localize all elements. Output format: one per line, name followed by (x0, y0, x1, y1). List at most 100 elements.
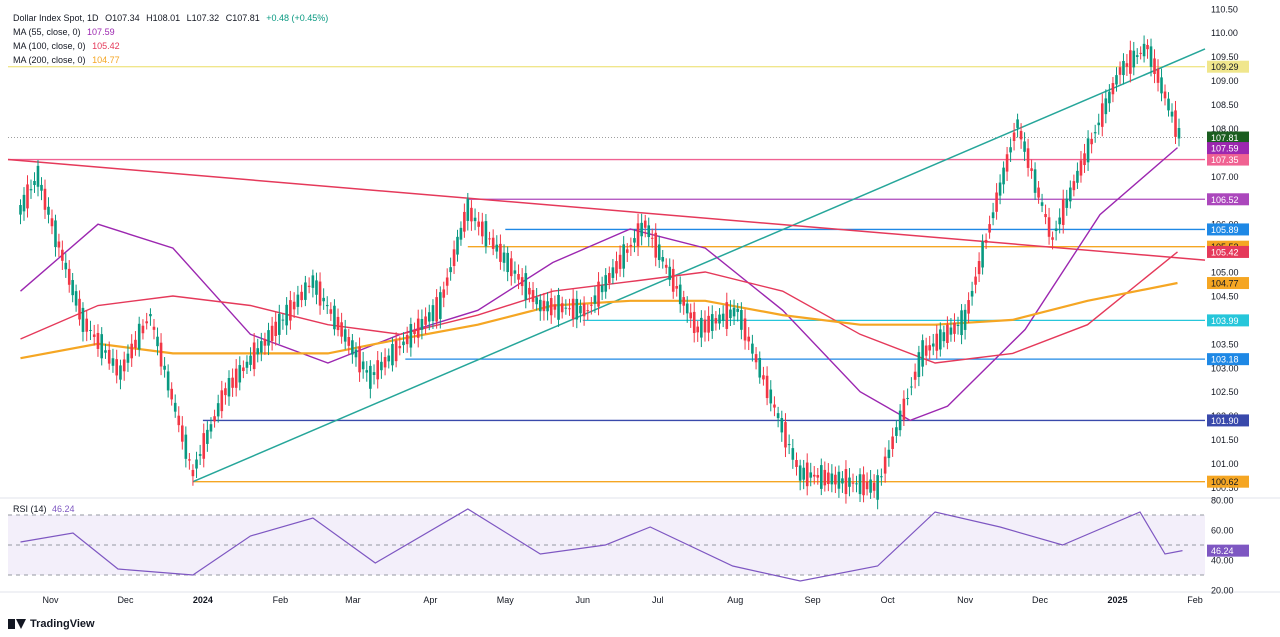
price-axis-tick: 103.50 (1211, 339, 1239, 349)
candle-body (100, 334, 104, 359)
candle-body (1139, 52, 1142, 54)
candle-body (224, 388, 227, 396)
candle-body (974, 276, 977, 285)
price-axis-tick: 107.00 (1211, 172, 1239, 182)
candle-body (40, 184, 43, 191)
candle-body (413, 329, 416, 335)
candle-body (1132, 50, 1136, 68)
candle-body (542, 300, 546, 312)
candle-body (420, 318, 424, 330)
level-price-tag: 101.90 (1211, 416, 1239, 426)
candle-body (289, 300, 292, 321)
candle-body (776, 413, 780, 419)
candle-body (991, 212, 995, 219)
candle-body (470, 207, 473, 222)
price-axis-tick: 103.00 (1211, 363, 1239, 373)
candle-body (906, 397, 909, 399)
candle-body (431, 305, 435, 322)
candle-body (608, 273, 611, 284)
candle-body (488, 238, 491, 240)
candle-body (946, 324, 949, 344)
candle-body (252, 342, 256, 370)
candle-body (773, 404, 776, 408)
candle-body (924, 345, 928, 356)
ma100-row: MA (100, close, 0) 105.42 (13, 39, 328, 53)
tradingview-logo[interactable]: TradingView (8, 618, 95, 630)
candle-body (564, 307, 568, 309)
candle-body (231, 377, 234, 388)
candle-body (1047, 217, 1051, 237)
price-axis-tick: 101.00 (1211, 459, 1239, 469)
candle-body (650, 237, 654, 239)
candle-body (442, 289, 446, 298)
price-axis-tick: 109.00 (1211, 76, 1239, 86)
candle-body (714, 318, 718, 324)
candle-body (1177, 127, 1181, 139)
level-price-tag-box (1207, 60, 1249, 73)
candle-body (700, 317, 703, 338)
candle-body (402, 341, 405, 346)
candle-body (318, 281, 322, 306)
candle-body (256, 348, 260, 355)
candle-body (1135, 55, 1139, 57)
candle-body (762, 375, 765, 380)
candle-body (126, 353, 130, 363)
candle-body (935, 333, 939, 351)
candle-body (1167, 98, 1170, 111)
candle-body (209, 424, 213, 432)
candle-body (1023, 141, 1026, 152)
level-price-tag: 106.52 (1211, 195, 1239, 205)
rsi-axis-tick: 20.00 (1211, 586, 1234, 596)
candle-body (107, 349, 111, 364)
candle-body (277, 313, 281, 335)
rsi-axis-tick: 60.00 (1211, 526, 1234, 536)
indicator-price-tag: 105.42 (1211, 247, 1239, 257)
candle-body (163, 365, 166, 370)
candle-body (1065, 198, 1069, 208)
candle-body (1086, 138, 1090, 163)
candle-body (456, 236, 459, 255)
candle-body (949, 327, 953, 335)
candle-body (502, 252, 506, 263)
candle-body (509, 258, 513, 277)
candle-body (1146, 44, 1149, 50)
candle-body (119, 365, 122, 380)
candle-body (887, 449, 891, 459)
candle-body (1044, 214, 1047, 218)
candle-body (802, 467, 805, 480)
candle-body (546, 301, 549, 312)
price-axis-tick: 109.50 (1211, 52, 1239, 62)
candle-body (1019, 130, 1023, 140)
candle-body (865, 481, 869, 490)
time-axis-tick: Jul (652, 595, 664, 605)
candle-body (557, 294, 560, 320)
candle-body (611, 267, 615, 278)
candle-body (322, 297, 325, 302)
candle-body (245, 361, 249, 368)
time-axis-tick: 2024 (193, 595, 213, 605)
candle-body (36, 165, 40, 187)
candle-body (732, 307, 736, 317)
candle-body (409, 323, 413, 348)
price-axis-tick: 108.00 (1211, 124, 1239, 134)
candle-body (834, 474, 837, 485)
candle-body (242, 367, 245, 372)
candle-body (1104, 98, 1108, 115)
candle-body (452, 249, 456, 267)
candle-body (1160, 77, 1163, 94)
candle-body (61, 249, 64, 261)
moving-average-line (20, 251, 1178, 364)
tradingview-brand: TradingView (30, 618, 95, 630)
candle-body (435, 297, 438, 322)
time-axis-tick: Feb (273, 595, 289, 605)
candle-body (575, 298, 579, 320)
candle-body (517, 274, 520, 280)
trendline (7, 158, 1206, 261)
candle-body (304, 282, 307, 300)
candle-body (394, 340, 398, 362)
candle-body (1118, 67, 1122, 75)
candle-body (823, 469, 827, 486)
level-price-tag-box (1207, 353, 1249, 366)
level-price-tag: 105.89 (1211, 225, 1239, 235)
candle-body (383, 357, 387, 368)
